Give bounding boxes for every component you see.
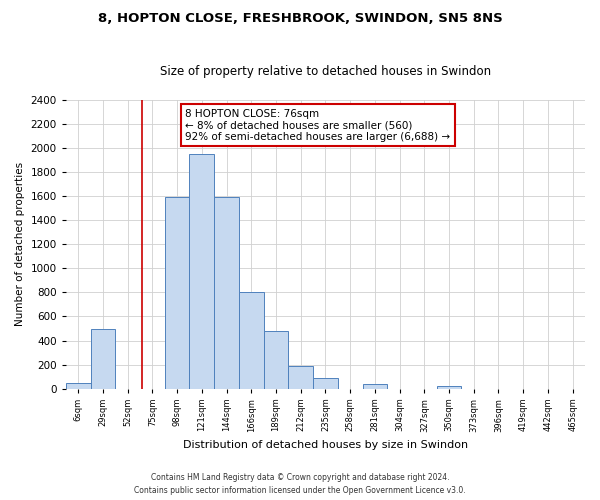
Bar bbox=[289, 366, 313, 388]
Text: 8 HOPTON CLOSE: 76sqm
← 8% of detached houses are smaller (560)
92% of semi-deta: 8 HOPTON CLOSE: 76sqm ← 8% of detached h… bbox=[185, 108, 451, 142]
Bar bbox=[190, 154, 214, 388]
Bar bbox=[66, 382, 91, 388]
Bar bbox=[362, 384, 387, 388]
Bar bbox=[263, 331, 289, 388]
Bar bbox=[437, 386, 461, 388]
Text: 8, HOPTON CLOSE, FRESHBROOK, SWINDON, SN5 8NS: 8, HOPTON CLOSE, FRESHBROOK, SWINDON, SN… bbox=[98, 12, 502, 26]
Bar bbox=[165, 198, 190, 388]
X-axis label: Distribution of detached houses by size in Swindon: Distribution of detached houses by size … bbox=[183, 440, 468, 450]
Bar bbox=[239, 292, 263, 388]
Bar bbox=[313, 378, 338, 388]
Title: Size of property relative to detached houses in Swindon: Size of property relative to detached ho… bbox=[160, 65, 491, 78]
Bar bbox=[91, 328, 115, 388]
Text: Contains HM Land Registry data © Crown copyright and database right 2024.
Contai: Contains HM Land Registry data © Crown c… bbox=[134, 474, 466, 495]
Y-axis label: Number of detached properties: Number of detached properties bbox=[15, 162, 25, 326]
Bar bbox=[214, 198, 239, 388]
